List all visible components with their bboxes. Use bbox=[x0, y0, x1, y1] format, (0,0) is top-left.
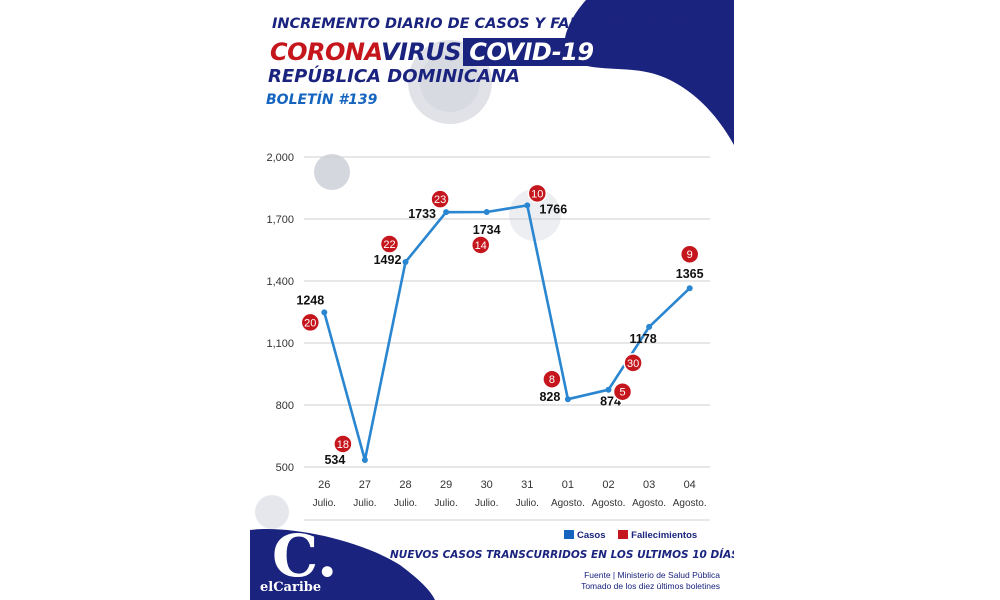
navy-bottom-shape bbox=[250, 529, 435, 600]
data-label-casos: 1248 bbox=[296, 293, 324, 307]
grid bbox=[304, 156, 710, 468]
data-label-casos: 1178 bbox=[630, 332, 657, 346]
x-axis: 26 Julio. 27 Julio. 28 Julio. 29 Julio. 30 Julio.… bbox=[313, 479, 707, 509]
virus-decoration-small bbox=[255, 154, 561, 529]
legend-item-fallecimientos: Fallecimientos bbox=[618, 530, 697, 541]
data-label-casos: 534 bbox=[324, 453, 345, 467]
legend-label-casos: Casos bbox=[577, 530, 606, 541]
x-tick-day: 01 bbox=[562, 479, 574, 491]
title-virus: VIRUS bbox=[380, 38, 462, 66]
x-tick-month: Julio. bbox=[516, 498, 539, 509]
data-marker-fallecimientos bbox=[470, 235, 491, 255]
data-point-casos bbox=[524, 202, 531, 209]
y-tick-label: 1,700 bbox=[266, 214, 294, 226]
x-tick-day: 28 bbox=[399, 479, 411, 491]
x-tick-day: 30 bbox=[481, 479, 493, 491]
chart-title: INCREMENTO DIARIO DE CASOS Y FALLECIMIEN… bbox=[272, 16, 689, 32]
logo-name: elCaribe bbox=[260, 580, 322, 595]
title-corona: CORONA bbox=[270, 38, 381, 66]
data-label-casos: 1734 bbox=[473, 223, 501, 237]
legend: Casos Fallecimientos bbox=[564, 530, 697, 541]
x-tick-month: Julio. bbox=[353, 498, 376, 509]
x-tick-day: 03 bbox=[643, 479, 655, 491]
data-label-fallecimientos: 22 bbox=[383, 239, 395, 251]
x-tick-month: Agosto. bbox=[592, 498, 626, 509]
data-label-fallecimientos: 5 bbox=[619, 387, 625, 399]
data-point-casos bbox=[321, 309, 328, 316]
legend-item-casos: Casos bbox=[564, 530, 606, 541]
x-tick-day: 31 bbox=[521, 479, 533, 491]
data-label-fallecimientos: 30 bbox=[627, 358, 639, 370]
data-label-casos: 1733 bbox=[408, 207, 436, 221]
data-point-casos bbox=[402, 258, 409, 265]
line-chart: 500 800 1,100 1,400 1,700 2,000 26 Julio. 27 Jul… bbox=[250, 0, 734, 600]
data-label-casos: 1766 bbox=[539, 202, 567, 216]
legend-label-fallecimientos: Fallecimientos bbox=[631, 530, 698, 541]
source-line-1: Fuente | Ministerio de Salud Pública bbox=[584, 570, 720, 580]
data-point-casos bbox=[483, 208, 490, 215]
data-label-casos: 1365 bbox=[676, 267, 704, 281]
chart-brand-title: CORONAVIRUS COVID-19 bbox=[270, 38, 600, 66]
data-marker-fallecimientos bbox=[679, 244, 700, 264]
data-marker-fallecimientos bbox=[527, 183, 548, 204]
infographic-poster: 500 800 1,100 1,400 1,700 2,000 26 Julio. 27 Jul… bbox=[250, 0, 734, 600]
data-label-fallecimientos: 9 bbox=[687, 249, 693, 261]
data-marker-fallecimientos bbox=[333, 434, 353, 454]
data-label-fallecimientos: 14 bbox=[475, 240, 487, 252]
legend-swatch-fallecimientos bbox=[618, 530, 629, 539]
data-point-casos bbox=[361, 456, 368, 463]
data-label-fallecimientos: 20 bbox=[304, 317, 316, 329]
data-marker-fallecimientos bbox=[379, 234, 400, 254]
data-point-casos bbox=[646, 323, 653, 330]
data-marker-fallecimientos bbox=[623, 353, 643, 373]
y-tick-label: 1,100 bbox=[266, 338, 294, 350]
data-label-fallecimientos: 18 bbox=[337, 439, 349, 451]
y-tick-label: 500 bbox=[276, 462, 294, 474]
y-tick-label: 1,400 bbox=[266, 276, 294, 288]
y-tick-label: 2,000 bbox=[266, 152, 294, 164]
data-marker-fallecimientos bbox=[612, 381, 633, 402]
x-tick-day: 02 bbox=[602, 479, 614, 491]
data-label-fallecimientos: 23 bbox=[434, 194, 446, 206]
data-marker-fallecimientos bbox=[430, 189, 450, 209]
x-tick-day: 27 bbox=[359, 479, 371, 491]
data-marker-fallecimientos bbox=[300, 312, 321, 333]
chart-subtitle: NUEVOS CASOS TRANSCURRIDOS EN LOS ULTIMO… bbox=[390, 549, 734, 561]
data-label-casos: 1492 bbox=[374, 253, 402, 267]
bulletin-number: BOLETÍN #139 bbox=[266, 92, 378, 108]
x-tick-month: Agosto. bbox=[632, 498, 666, 509]
data-marker-fallecimientos bbox=[542, 369, 562, 389]
y-axis: 500 800 1,100 1,400 1,700 2,000 bbox=[266, 152, 294, 474]
data-label-fallecimientos: 8 bbox=[549, 374, 555, 386]
elcaribe-logo: C. elCaribe bbox=[260, 522, 337, 600]
legend-swatch-casos bbox=[564, 530, 574, 539]
data-point-casos bbox=[564, 396, 571, 403]
x-tick-month: Julio. bbox=[475, 498, 498, 509]
data-label-casos: 828 bbox=[539, 390, 560, 404]
x-tick-day: 29 bbox=[440, 479, 452, 491]
x-tick-month: Agosto. bbox=[551, 498, 585, 509]
source-line-2: Tomado de los diez últimos boletines bbox=[581, 581, 720, 591]
x-tick-day: 04 bbox=[684, 479, 696, 491]
data-point-casos bbox=[605, 386, 612, 393]
x-tick-month: Julio. bbox=[313, 498, 336, 509]
country-title: REPÚBLICA DOMINICANA bbox=[268, 66, 521, 87]
x-tick-month: Julio. bbox=[394, 498, 417, 509]
logo-letter: C. bbox=[272, 522, 338, 590]
data-label-fallecimientos: 10 bbox=[531, 188, 543, 200]
x-tick-month: Agosto. bbox=[673, 498, 707, 509]
x-tick-day: 26 bbox=[318, 479, 330, 491]
data-point-casos bbox=[443, 209, 450, 216]
title-covid: COVID-19 bbox=[463, 38, 600, 66]
data-point-casos bbox=[686, 285, 693, 292]
navy-corner-shape bbox=[564, 0, 734, 145]
y-tick-label: 800 bbox=[276, 400, 294, 412]
x-tick-month: Julio. bbox=[434, 498, 457, 509]
